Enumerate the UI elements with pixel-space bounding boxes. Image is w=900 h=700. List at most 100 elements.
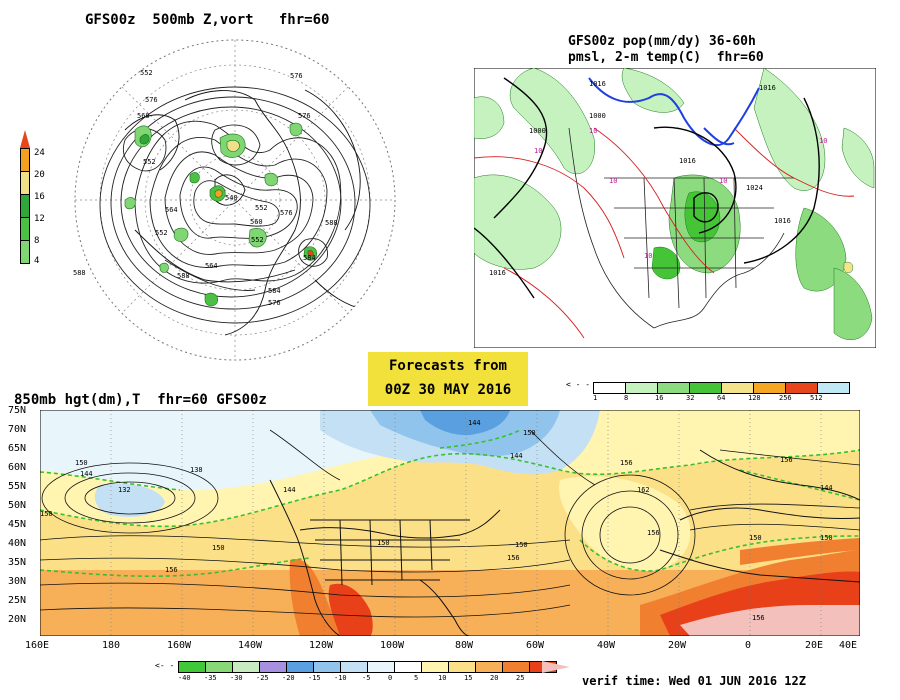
pop-legend-label: 256 <box>779 394 792 402</box>
contour-label: 588 <box>325 219 338 227</box>
lon-tick: 160E <box>25 640 50 651</box>
temp-label: 10 <box>609 177 617 185</box>
lon-tick: 120W <box>309 640 334 651</box>
contour-label: 584 <box>268 287 281 295</box>
lat-tick: 20N <box>8 614 27 625</box>
contour-label: 560 <box>250 218 263 226</box>
temp-label: 10 <box>589 127 597 135</box>
contour-label: 150 <box>377 539 390 547</box>
legend-label: 24 <box>34 148 45 158</box>
lat-tick: 40N <box>8 538 27 549</box>
lat-tick: 75N <box>8 405 27 416</box>
panel-500mb-title: GFS00z 500mb Z,vort fhr=60 <box>85 12 330 28</box>
temp-legend-label: 10 <box>438 674 447 682</box>
contour-label: 150 <box>820 534 833 542</box>
lat-tick: 65N <box>8 443 27 454</box>
contour-label: 150 <box>40 510 53 518</box>
temp-label: 10 <box>719 177 727 185</box>
forecast-banner-line1: Forecasts from <box>388 358 507 374</box>
pop-pmsl-map: 1000 1016 1000 1016 1024 1016 1016 1016 … <box>474 68 876 348</box>
lat-tick: 25N <box>8 595 27 606</box>
temp-legend-label: -10 <box>334 674 347 682</box>
contour-label: 560 <box>137 112 150 120</box>
contour-label: 552 <box>255 204 268 212</box>
contour-label: 576 <box>145 96 158 104</box>
pop-legend-label: 16 <box>655 394 664 402</box>
isobar-label: 1016 <box>589 80 606 88</box>
temp-label: 10 <box>819 137 827 145</box>
temp-label: 10 <box>644 252 652 260</box>
temp-legend-label: 25 <box>516 674 525 682</box>
isobar-label: 1024 <box>746 184 763 192</box>
temp-legend-label: 5 <box>414 674 419 682</box>
legend-label: 4 <box>34 256 40 266</box>
isobar-label: 1000 <box>589 112 606 120</box>
contour-label: 584 <box>303 254 316 262</box>
map-850mb: 150 144 132 138 144 150 144 150 156 144 … <box>40 410 860 636</box>
contour-label: 156 <box>647 529 660 537</box>
lon-tick: 100W <box>380 640 405 651</box>
isobar-label: 1016 <box>489 269 506 277</box>
contour-label: 144 <box>820 484 833 492</box>
contour-label: 144 <box>80 470 93 478</box>
lat-tick: 45N <box>8 519 27 530</box>
contour-label: 576 <box>298 112 311 120</box>
lat-tick: 35N <box>8 557 27 568</box>
pop-legend-label: 8 <box>624 394 629 402</box>
temp-legend-label: -5 <box>362 674 371 682</box>
lat-tick: 50N <box>8 500 27 511</box>
forecast-banner-line2: 00Z 30 MAY 2016 <box>384 382 512 398</box>
temp-legend-label: -40 <box>178 674 191 682</box>
forecast-banner: Forecasts from 00Z 30 MAY 2016 <box>368 352 528 406</box>
temp-legend-label: -30 <box>230 674 243 682</box>
temp-legend-label: -35 <box>204 674 217 682</box>
contour-label: 576 <box>268 299 281 307</box>
lon-tick: 160W <box>167 640 192 651</box>
contour-label: 540 <box>225 194 238 202</box>
lat-tick: 70N <box>8 424 27 435</box>
contour-label: 588 <box>73 269 86 277</box>
contour-label: 144 <box>468 419 481 427</box>
temp-legend-label: -15 <box>308 674 321 682</box>
contour-label: 132 <box>118 486 131 494</box>
pop-legend-label: 64 <box>717 394 726 402</box>
lat-tick: 30N <box>8 576 27 587</box>
pop-legend <box>593 382 850 394</box>
contour-label: 144 <box>283 486 296 494</box>
legend-label: 16 <box>34 192 45 202</box>
lat-tick: 60N <box>8 462 27 473</box>
contour-label: 150 <box>75 459 88 467</box>
lat-tick: 55N <box>8 481 27 492</box>
temp-legend-label: -20 <box>282 674 295 682</box>
lon-tick: 60W <box>526 640 545 651</box>
longitude-axis: 160E 180 160W 140W 120W 100W 80W 60W 40W… <box>25 640 885 654</box>
contour-label: 162 <box>637 486 650 494</box>
contour-label: 552 <box>140 69 153 77</box>
isobar-label: 1016 <box>774 217 791 225</box>
panel-pop-title-line2: pmsl, 2-m temp(C) fhr=60 <box>568 50 764 65</box>
contour-label: 150 <box>749 534 762 542</box>
lon-tick: 140W <box>238 640 263 651</box>
temp-legend-label: 15 <box>464 674 473 682</box>
latitude-axis: 75N 70N 65N 60N 55N 50N 45N 40N 35N 30N … <box>8 405 38 637</box>
lon-tick: 180 <box>102 640 121 651</box>
contour-label: 552 <box>143 158 156 166</box>
isobar-label: 1016 <box>759 84 776 92</box>
temp-legend-label: 0 <box>388 674 393 682</box>
contour-label: 138 <box>190 466 203 474</box>
pop-legend-label: 32 <box>686 394 695 402</box>
pop-legend-label: 1 <box>593 394 598 402</box>
contour-label: 588 <box>177 272 190 280</box>
pop-legend-labels: 1 8 16 32 64 128 256 512 <box>593 394 853 404</box>
contour-label: 144 <box>510 452 523 460</box>
legend-label: 20 <box>34 170 45 180</box>
contour-label: 156 <box>165 566 178 574</box>
panel-850mb-title: 850mb hgt(dm),T fhr=60 GFS00z <box>14 392 267 408</box>
contour-label: 156 <box>752 614 765 622</box>
contour-label: 156 <box>620 459 633 467</box>
lon-tick: 20W <box>668 640 687 651</box>
contour-label: 150 <box>212 544 225 552</box>
polar-500mb-map: 552 576 576 560 588 540 552 576 588 560 … <box>73 39 396 361</box>
temp-legend-label: 20 <box>490 674 499 682</box>
lon-tick: 40E <box>839 640 858 651</box>
